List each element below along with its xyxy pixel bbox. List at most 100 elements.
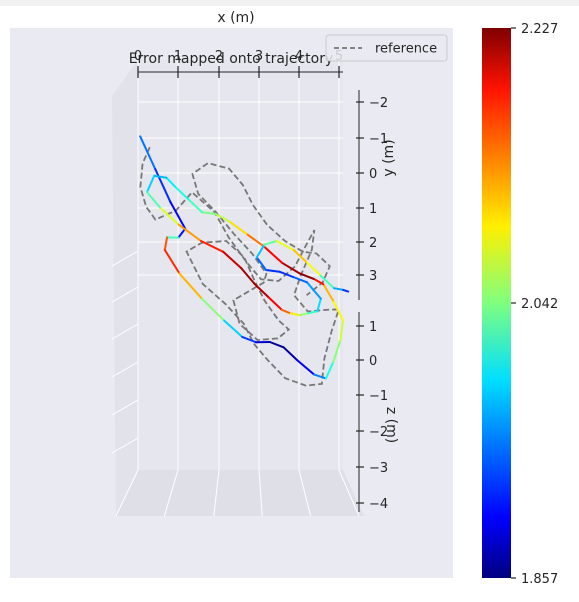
axes-frame [138,71,360,512]
series-estimate-segment [187,198,203,214]
series-estimate-segment [201,297,226,322]
y-tick-label: −1 [369,132,388,147]
series-estimate-segment [312,277,325,286]
trajectory-plot [139,135,350,387]
series-estimate-segment [319,274,335,290]
series-estimate-segment [275,240,295,252]
y-tick-label: 1 [369,202,377,217]
grid-line-floor [338,469,360,517]
series-estimate-segment [214,212,230,223]
back-pane [138,60,343,470]
y-tick-label: −2 [369,96,388,111]
series-estimate-segment [325,361,335,380]
colorbar: 2.227 2.042 1.857 [482,22,558,587]
grid-line-floor [258,469,263,517]
colorbar-ticks: 2.227 2.042 1.857 [511,22,558,587]
legend-reference-label: reference [375,42,437,57]
x-tick-label: 0 [134,49,142,64]
series-estimate-segment [299,272,315,280]
series-estimate-segment [254,283,270,299]
legend-frame [325,34,448,62]
series-estimate-segment [222,250,243,270]
series-estimate-segment [241,335,257,344]
grid-line-z [111,323,139,340]
series-estimate-segment [339,319,344,342]
grid-line-floor [163,469,179,517]
series-estimate-segment [263,245,283,264]
series-estimate-segment [169,200,187,230]
series-estimate-segment [159,207,180,226]
series-estimate-segment [306,261,322,277]
series-estimate-segment [278,270,295,278]
z-tick-label: 1 [369,320,377,335]
series-estimate-segment [165,176,177,188]
series-estimate-segment [146,191,162,210]
series-estimate-segment [332,299,344,322]
y-tick-label: 2 [369,236,377,251]
x-tick-label: 1 [174,49,182,64]
series-estimate-segment [306,281,322,300]
series-estimate-segment [316,297,322,313]
grid-line-z [111,399,139,416]
series-estimate-segment [296,359,316,376]
series-estimate-segment [263,240,278,246]
series-estimate-segment [178,272,203,300]
x-tick-label: 3 [255,49,263,64]
colorbar-tick-label: 2.042 [521,297,558,312]
series-estimate-segment [255,256,267,271]
grid-line-floor [115,469,139,517]
grid-line-z [111,361,139,378]
series-estimate-segment [333,287,345,291]
series-estimate-segment [177,227,187,239]
series-estimate-segment [200,240,225,253]
colorbar-tick-label: 2.227 [521,22,558,37]
series-estimate-segment [289,312,301,317]
series-estimate-segment [201,211,217,215]
figure-top-strip [0,0,579,6]
series-estimate-segment [146,174,156,194]
series-estimate-segment [313,373,327,380]
y-axis-label: y (m) [381,139,397,176]
left-pane [112,60,138,516]
series-estimate-segment [322,283,334,302]
grid-line-floor [298,469,312,517]
chart-title: Error mapped onto trajectory [129,51,334,67]
series-estimate-segment [282,346,298,361]
series-estimate-segment [298,312,310,317]
series-estimate-segment [332,339,342,364]
series-estimate-segment [267,296,283,311]
series-estimate-segment [245,232,265,248]
series-estimate-segment [292,276,308,284]
series-estimate-segment [154,168,172,203]
series-estimate-segment [139,135,157,170]
grid-line-floor [213,469,220,517]
floor-pane [116,470,364,516]
series-estimate-segment [163,248,181,275]
grid-line-z [111,437,139,454]
x-tick-label: 4 [295,49,303,64]
z-tick-label: −3 [369,461,388,476]
series-estimate-segment [281,261,301,275]
x-axis-label: x (m) [217,10,254,26]
series-estimate-segment [227,220,248,235]
colorbar-tick-label: 1.857 [521,572,558,587]
z-tick-label: −2 [369,425,388,440]
x-tick-label: 2 [215,49,223,64]
series-estimate-segment [342,288,350,293]
y-tick-label: 0 [369,167,377,182]
series-estimate-segment [292,249,309,264]
series-estimate-segment [280,308,292,315]
z-axis-label: z (m) [383,407,399,443]
y-tick-label: 3 [369,269,377,284]
grid-line-z [111,286,139,303]
series-estimate-segment [177,223,202,242]
series-estimate-segment [240,267,256,286]
colorbar-gradient [482,28,511,578]
series-estimate-segment [174,185,190,201]
series-estimate-segment [223,319,244,338]
series-estimate-segment [307,310,319,315]
z-tick-label: 0 [369,354,377,369]
series-estimate-segment [268,341,285,349]
series-estimate-segment [163,236,168,251]
